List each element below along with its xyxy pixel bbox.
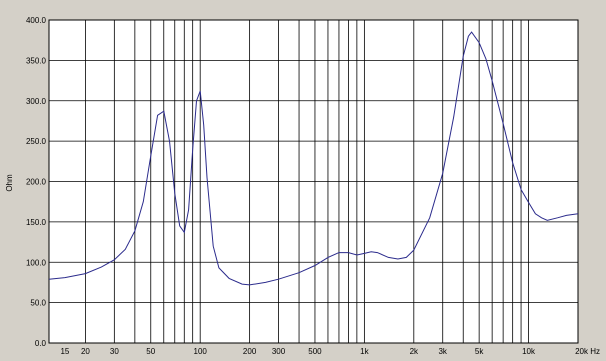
y-tick-labels: 0.0 50.0 100.0 150.0 200.0 250.0 300.0 350.0 400… <box>26 16 47 348</box>
x-tick-label: 20 <box>81 347 90 356</box>
x-tick-label: 300 <box>272 347 286 356</box>
x-tick-label: 100 <box>194 347 208 356</box>
y-tick-label: 350.0 <box>26 56 47 65</box>
x-tick-label: 20k Hz <box>575 347 600 356</box>
x-tick-label: 30 <box>110 347 119 356</box>
x-tick-label: 10k <box>522 347 536 356</box>
x-tick-label: 50 <box>146 347 155 356</box>
y-tick-label: 150.0 <box>26 218 47 227</box>
grid-lines <box>49 20 578 343</box>
x-tick-label: 500 <box>308 347 322 356</box>
x-tick-label: 2k <box>410 347 419 356</box>
y-tick-label: 200.0 <box>26 178 47 187</box>
x-tick-label: 200 <box>243 347 257 356</box>
y-tick-label: 250.0 <box>26 137 47 146</box>
y-tick-label: 300.0 <box>26 97 47 106</box>
y-axis-label: Ohm <box>5 174 14 192</box>
y-tick-label: 100.0 <box>26 258 47 267</box>
x-tick-label: 3k <box>438 347 447 356</box>
x-tick-label: 15 <box>60 347 69 356</box>
impedance-series-line <box>48 31 579 286</box>
y-tick-label: 0.0 <box>35 339 47 348</box>
x-tick-labels: 15 20 30 50 100 200 300 500 1k 2k 3k 5k 10k 20k Hz <box>60 347 600 356</box>
y-tick-label: 50.0 <box>30 299 46 308</box>
x-tick-label: 1k <box>360 347 369 356</box>
x-tick-label: 5k <box>475 347 484 356</box>
y-tick-label: 400.0 <box>26 16 47 25</box>
